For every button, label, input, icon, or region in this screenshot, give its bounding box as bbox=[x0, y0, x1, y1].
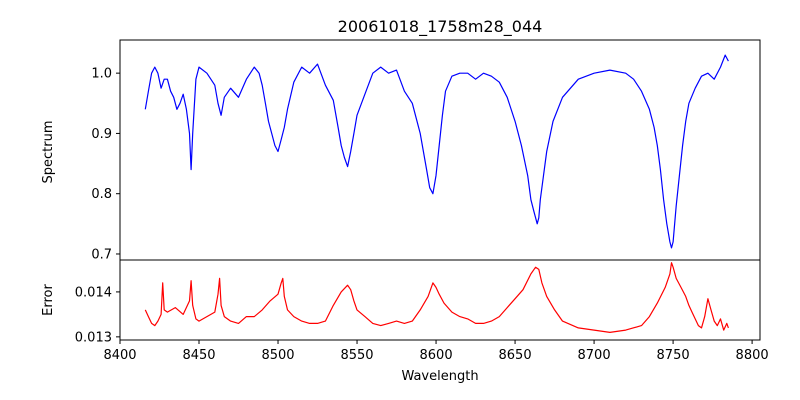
x-tick-label: 8400 bbox=[103, 348, 136, 363]
error-plot-area bbox=[144, 262, 729, 333]
x-tick-label: 8500 bbox=[261, 348, 294, 363]
error-series-line bbox=[144, 262, 729, 333]
error-y-axis: 0.013 0.014 bbox=[75, 285, 120, 345]
spectrum-plot-area bbox=[144, 54, 729, 249]
x-tick-label: 8650 bbox=[499, 348, 532, 363]
spectrum-y-tick-label: 0.9 bbox=[91, 127, 112, 142]
x-tick-label: 8550 bbox=[340, 348, 373, 363]
error-frame bbox=[119, 259, 761, 341]
chart-title: 20061018_1758m28_044 bbox=[338, 17, 543, 37]
spectrum-y-tick-label: 0.7 bbox=[91, 247, 112, 262]
error-y-tick-label: 0.013 bbox=[75, 330, 112, 345]
x-tick-label: 8600 bbox=[420, 348, 453, 363]
x-tick-label: 8700 bbox=[578, 348, 611, 363]
x-tick-label: 8800 bbox=[736, 348, 769, 363]
spectrum-y-tick-label: 0.8 bbox=[91, 187, 112, 202]
error-y-tick-label: 0.014 bbox=[75, 285, 112, 300]
error-y-axis-label: Error bbox=[41, 284, 56, 316]
x-tick-label: 8450 bbox=[182, 348, 215, 363]
spectrum-y-tick-label: 1.0 bbox=[91, 67, 112, 82]
spectrum-y-axis-label: Spectrum bbox=[41, 121, 56, 184]
spectrum-y-axis: 0.7 0.8 0.9 1.0 bbox=[91, 67, 120, 262]
x-axis: 8400 8450 8500 8550 8600 8650 8700 8750 8800 bbox=[103, 340, 769, 363]
spectrum-series-line bbox=[144, 54, 729, 249]
x-tick-label: 8750 bbox=[657, 348, 690, 363]
x-axis-label: Wavelength bbox=[401, 369, 478, 384]
